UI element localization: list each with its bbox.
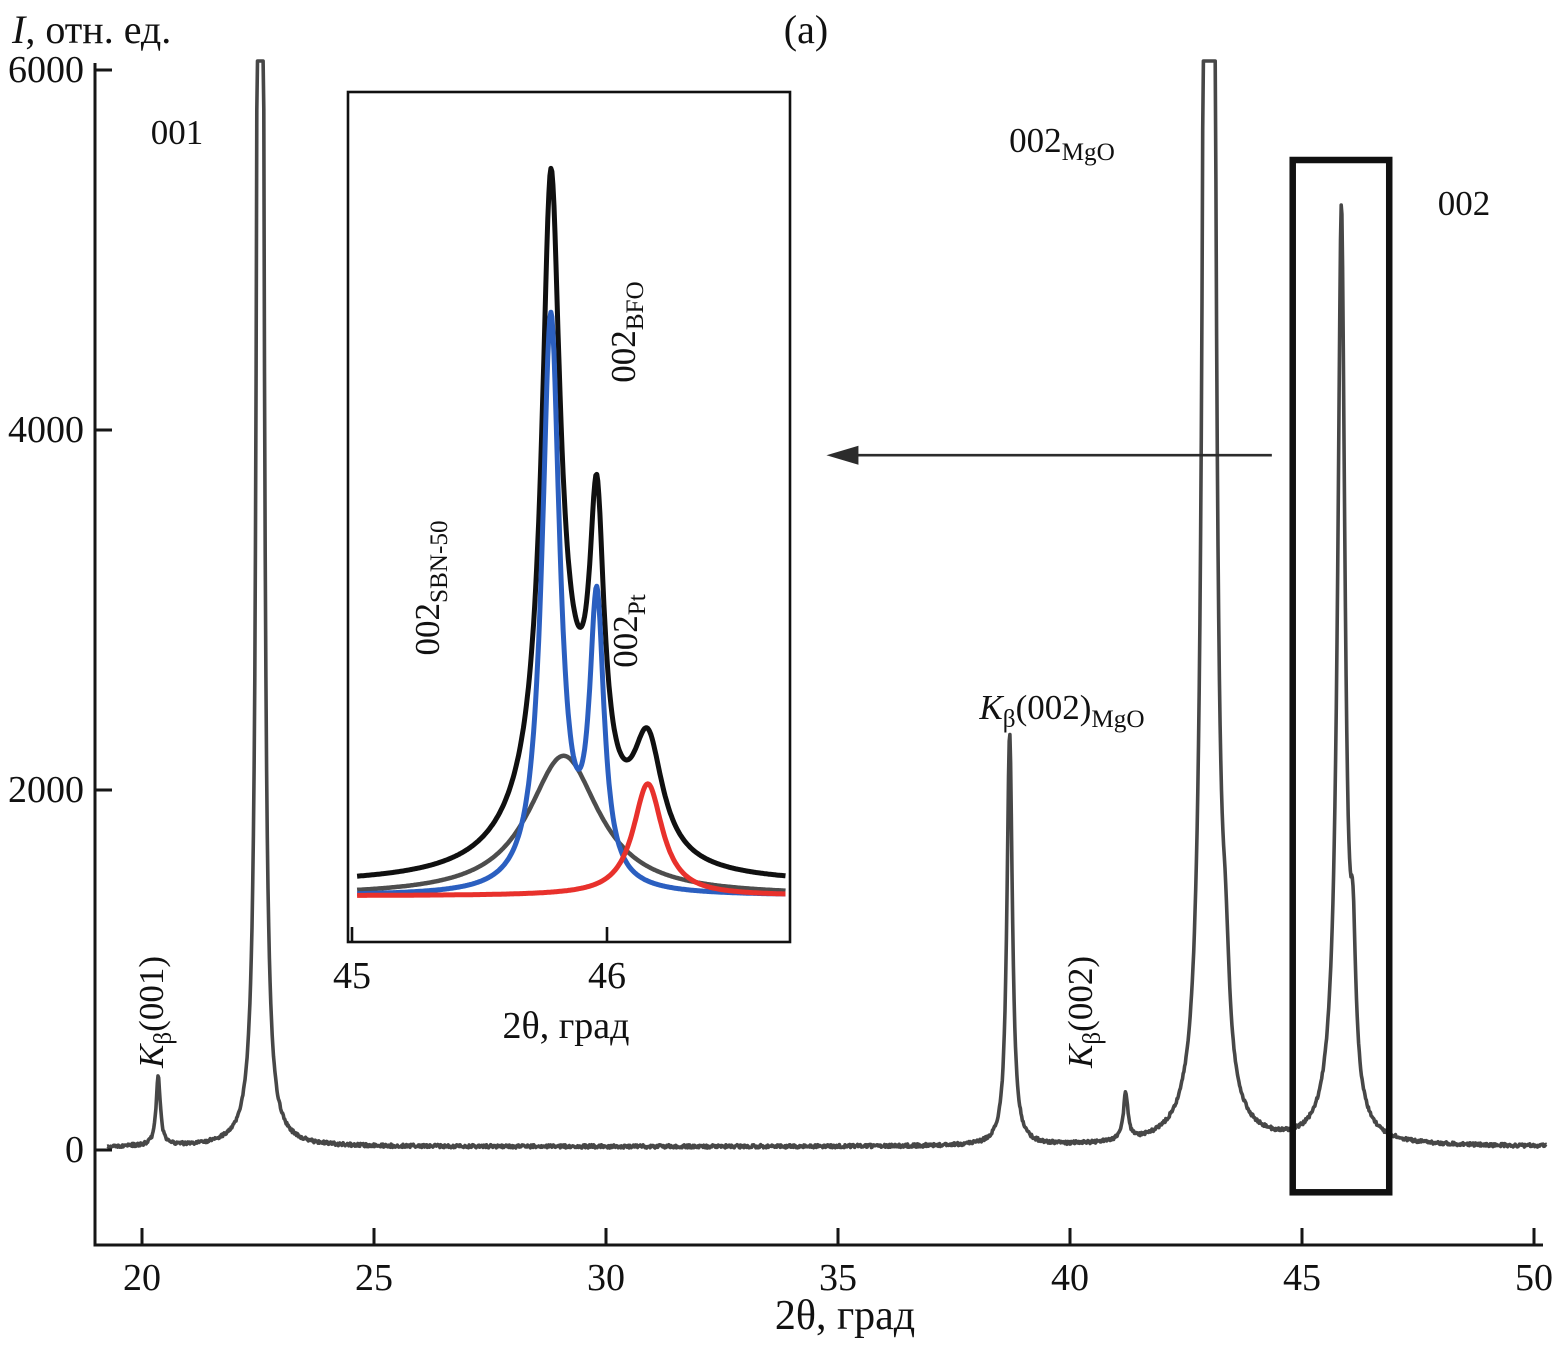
y-tick-label: 4000 <box>8 409 84 451</box>
y-tick-label: 0 <box>65 1129 84 1171</box>
label-kbeta-002-mgo-sub: MgO <box>1091 706 1145 733</box>
inset-curve-component-red <box>355 781 787 898</box>
label-kbeta-001-sub: β <box>150 1031 177 1045</box>
arrow-head <box>826 445 859 465</box>
label-kbeta-001-text: K <box>132 1044 171 1068</box>
axes <box>93 63 1543 1247</box>
label-002-text: 002 <box>1437 184 1491 223</box>
label-kbeta-001-text: (001) <box>132 956 171 1032</box>
y-axis-title: I, отн. ед. <box>12 6 171 53</box>
label-002-mgo: 002MgO <box>1009 121 1115 165</box>
y-tick-label: 2000 <box>8 769 84 811</box>
label-kbeta-002-mgo-text: (002) <box>1015 688 1092 727</box>
label-002-pt: 002Pt <box>606 594 651 668</box>
label-002: 002 <box>1438 184 1491 224</box>
inset-curve-experimental-sum <box>355 165 787 879</box>
label-kbeta-002: Kβ(002) <box>1061 956 1106 1068</box>
label-002-bfo-sub: BFO <box>622 281 649 331</box>
label-002-pt-text: 002 <box>606 615 645 668</box>
panel-label: (а) <box>783 7 829 52</box>
inset-x-tick-label: 45 <box>333 955 371 997</box>
label-002-mgo-sub: MgO <box>1061 139 1115 166</box>
x-tick-label: 30 <box>587 1257 625 1299</box>
label-kbeta-002-text: K <box>1061 1044 1100 1068</box>
label-kbeta-002-mgo: Kβ(002)MgO <box>979 688 1144 732</box>
label-002-bfo-text: 002 <box>604 330 643 383</box>
label-001-text: 001 <box>150 113 204 152</box>
y-tick-label: 6000 <box>8 49 84 91</box>
label-002-sbn50-sub: SBN-50 <box>426 520 453 604</box>
x-tick-label: 40 <box>1051 1257 1089 1299</box>
x-tick-label: 35 <box>819 1257 857 1299</box>
label-kbeta-002-mgo-sub: β <box>1002 706 1016 733</box>
highlight-rectangle <box>1289 156 1393 1196</box>
label-002-pt-sub: Pt <box>624 594 651 616</box>
y-axis-title-units: , отн. ед. <box>25 7 172 52</box>
inset-x-axis-title: 2θ, град <box>502 1005 630 1047</box>
label-kbeta-002-sub: β <box>1079 1031 1106 1045</box>
inset-box <box>346 90 792 944</box>
label-002-sbn50: 002SBN-50 <box>408 520 453 656</box>
inset-curve-component-blue-doublet <box>355 309 787 897</box>
x-tick-label: 25 <box>355 1257 393 1299</box>
label-kbeta-001: Kβ(001) <box>132 956 177 1068</box>
x-tick-label: 20 <box>123 1257 161 1299</box>
label-002-mgo-text: 002 <box>1009 121 1062 160</box>
xrd-curve <box>106 59 1548 1150</box>
inset-curve-component-gray-broad <box>355 753 787 893</box>
x-tick-label: 50 <box>1515 1257 1553 1299</box>
x-axis-title: 2θ, град <box>774 1293 916 1339</box>
inset-x-tick-label: 46 <box>588 955 626 997</box>
label-kbeta-002-mgo-text: K <box>979 688 1003 727</box>
y-axis-title-symbol: I <box>12 7 26 52</box>
x-tick-label: 45 <box>1283 1257 1321 1299</box>
label-kbeta-002-text: (002) <box>1061 956 1100 1032</box>
label-002-bfo: 002BFO <box>604 281 649 383</box>
label-002-sbn50-text: 002 <box>408 603 447 656</box>
label-001: 001 <box>151 113 204 153</box>
